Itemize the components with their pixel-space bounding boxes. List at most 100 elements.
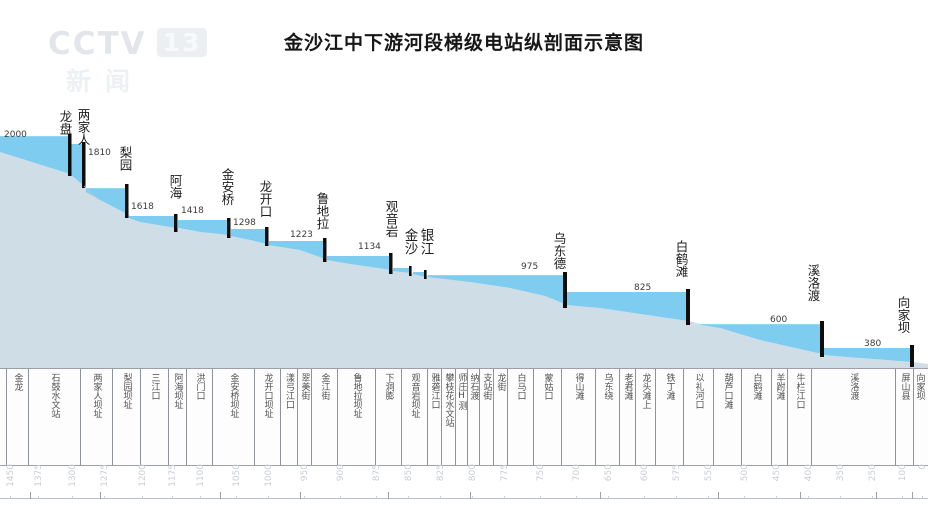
place-label: 漾弓江口 (284, 373, 294, 409)
place-cell: 得山滩 (561, 369, 595, 465)
axis-tick-label: 850 (404, 464, 414, 482)
place-cell: 漾弓江口 (280, 369, 297, 465)
dam-jinanqiao (227, 218, 231, 238)
axis-minor-tick (142, 496, 143, 499)
axis-tick-label: 875 (372, 464, 382, 482)
station-label-wudongde: 乌东德 (551, 232, 567, 270)
reservoir-jinsha (393, 268, 411, 273)
dam-wudongde (563, 272, 567, 308)
station-label-yinjiang: 银江 (417, 228, 434, 255)
axis-major-tick (600, 492, 601, 499)
dam-longpan (68, 134, 72, 176)
place-label: 鲁地拉坝址 (351, 373, 362, 418)
axis-tick-label: 700 (572, 464, 582, 482)
place-cell: 以礼河口 (683, 369, 713, 465)
axis-minor-tick (408, 496, 409, 499)
dam-liangjiaren (82, 142, 86, 188)
reservoir-yinjiang (413, 272, 426, 277)
place-label: 白马口 (515, 373, 526, 400)
elevation-label: 1134 (358, 242, 381, 252)
place-cell: 老君滩 (619, 369, 635, 465)
station-label-longpan: 龙盘 (57, 110, 73, 135)
reservoir-xiangjiaba (824, 348, 912, 362)
axis-tick-label: 575 (672, 464, 682, 482)
axis-tick-label: 1000 (264, 464, 274, 487)
axis-minor-tick (376, 496, 377, 499)
axis-tick-label: 1275 (100, 464, 110, 487)
dam-jinsha (409, 266, 412, 276)
dam-ahai (174, 214, 178, 232)
reservoir-longkaikou (231, 229, 267, 244)
dam-slope-connector (83, 185, 101, 201)
place-cell: 乌东绕 (595, 369, 619, 465)
reservoir-longpan (0, 136, 70, 174)
elevation-label: 825 (634, 283, 652, 293)
place-cell: 阿海坝址 (168, 369, 186, 465)
reservoir-guanyinyan (327, 256, 391, 270)
axis-tick-label: 950 (300, 464, 310, 482)
place-cell: 下洞膨 (375, 369, 401, 465)
station-label-xiluodu: 溪洛渡 (805, 264, 821, 302)
axis-tick-label: 900 (336, 464, 346, 482)
place-label: 老君滩 (622, 373, 633, 400)
axis-tick-label: 750 (536, 464, 546, 482)
axis-minor-tick (872, 496, 873, 499)
axis-minor-tick (676, 496, 677, 499)
station-label-liangjiaren: 两家人 (75, 108, 91, 146)
place-label: 攀枝花水文站 (443, 373, 454, 427)
axis-minor-tick (268, 496, 269, 499)
place-cell: 金龙 (6, 369, 28, 465)
station-label-xiangjiaba: 向家坝 (895, 296, 911, 334)
axis-tick-label: 450 (772, 464, 782, 482)
axis-tick-label: 1375 (34, 464, 44, 487)
place-cell: 葫芦口滩 (713, 369, 741, 465)
station-label-liyuan: 梨园 (117, 146, 133, 171)
place-label: 龙街 (495, 373, 506, 391)
reservoir-liangjiaren (70, 144, 84, 186)
elevation-label: 975 (521, 262, 539, 272)
axis-tick-label: 100 (898, 464, 908, 482)
axis-minor-tick (236, 496, 237, 499)
axis-major-tick (300, 492, 301, 499)
place-label: 翠美街 (299, 373, 310, 400)
reservoir-liyuan (86, 188, 127, 214)
axis-minor-tick (902, 496, 903, 499)
axis-minor-tick (38, 496, 39, 499)
dam-longkaikou (265, 227, 269, 246)
axis-tick-label: 500 (740, 464, 750, 482)
place-cell: 三江口 (140, 369, 168, 465)
place-cell: 向家坝 (913, 369, 925, 465)
river-profile-diagram (0, 134, 928, 368)
dam-ludila (323, 238, 327, 262)
dam-baihetan (686, 289, 690, 325)
place-label: 龙开口坝址 (262, 373, 273, 418)
axis-major-tick (30, 492, 31, 499)
place-cell: 羊跗滩 (771, 369, 787, 465)
elevation-label: 1298 (233, 218, 256, 228)
place-label: 支站街 (481, 373, 492, 400)
axis-minor-tick (172, 496, 173, 499)
place-label: 向家坝 (914, 373, 925, 400)
place-cell: 白马口 (507, 369, 533, 465)
axis-major-tick (718, 492, 719, 499)
dam-structures (68, 134, 914, 367)
axis-minor-tick (304, 496, 305, 499)
place-label: 牛栏江口 (794, 373, 805, 409)
axis-major-tick (388, 492, 389, 499)
place-label: 梨园坝址 (121, 373, 132, 409)
place-label: 乌东绕 (602, 373, 613, 400)
distance-axis: 1450 1375 1300 1275 1200 1175 1100 1050 1000 950 9… (0, 464, 928, 504)
axis-tick-label: 1300 (68, 464, 78, 487)
elevation-label: 600 (770, 315, 788, 325)
axis-minor-tick (72, 496, 73, 499)
place-name-band: 金龙 石鼓水文站 两家人坝址 梨园坝址 三江口 阿海坝址 洪门口 金安桥坝址 龙开口坝址 漾弓江口… (0, 368, 928, 466)
place-cell: 金安桥坝址 (212, 369, 254, 465)
axis-minor-tick (644, 496, 645, 499)
place-cell: 金江街 (311, 369, 337, 465)
axis-minor-tick (10, 496, 11, 499)
axis-minor-tick (808, 496, 809, 499)
page-title: 金沙江中下游河段梯级电站纵剖面示意图 (283, 32, 644, 54)
place-label: 师庄H测 (456, 373, 467, 410)
axis-tick-label: 800 (468, 464, 478, 482)
